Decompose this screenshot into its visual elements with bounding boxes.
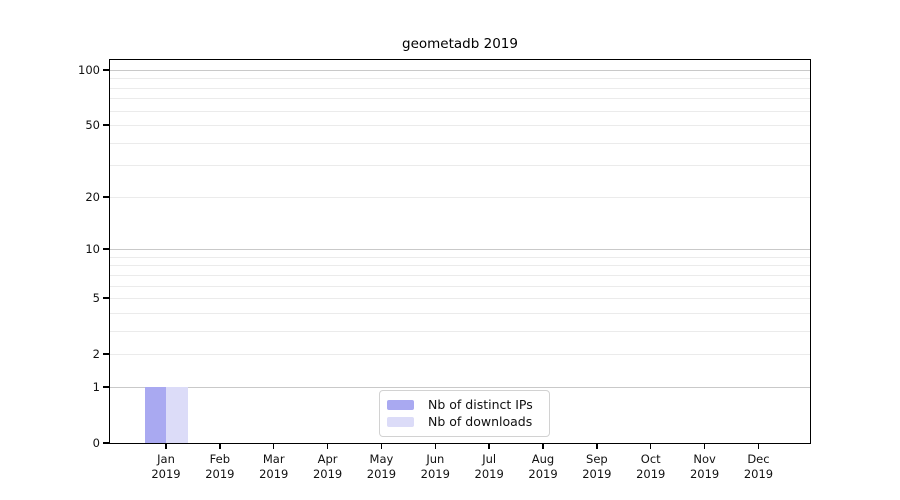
gridline-minor: [110, 265, 810, 267]
x-tick-mark: [165, 444, 167, 449]
x-tick-label-line: 2019: [528, 467, 558, 481]
x-tick-mark: [326, 444, 329, 449]
bar-nb-of-distinct-ips-jan-2019: [144, 386, 166, 443]
gridline-minor: [110, 142, 810, 144]
x-tick-label: Jun 2019: [400, 452, 470, 482]
x-tick-label: Jul 2019: [454, 452, 524, 482]
x-tick-label-line: Jan: [157, 452, 175, 466]
x-tick-label-line: Sep: [586, 452, 608, 466]
x-tick-mark: [542, 444, 544, 449]
x-tick-label-line: 2019: [636, 467, 666, 481]
legend-item-distinct-ips: Nb of distinct IPs: [387, 396, 549, 413]
x-tick-label: Jan 2019: [131, 452, 201, 482]
legend-swatch-distinct-ips: [387, 399, 414, 410]
gridline-major: [110, 249, 810, 251]
x-tick-label-line: Feb: [209, 452, 231, 466]
x-tick-label: Sep 2019: [562, 452, 632, 482]
y-tick-mark: [103, 297, 109, 299]
x-tick-label-line: 2019: [582, 467, 612, 481]
x-tick-label-line: 2019: [259, 467, 289, 481]
y-tick-mark: [103, 248, 109, 250]
x-tick-mark: [219, 444, 221, 449]
gridline-minor: [110, 285, 810, 287]
gridline-minor: [110, 196, 810, 198]
legend-swatch-downloads: [387, 416, 414, 427]
y-tick-label: 100: [78, 62, 100, 77]
gridline-minor: [110, 312, 810, 314]
x-tick-mark: [703, 444, 706, 449]
gridline-minor: [110, 125, 810, 127]
x-tick-mark: [434, 444, 437, 449]
x-tick-mark: [272, 444, 275, 449]
chart-title: geometadb 2019: [402, 36, 518, 52]
gridline-minor: [110, 330, 810, 332]
x-tick-label-line: 2019: [151, 467, 181, 481]
gridline-minor: [110, 87, 810, 89]
x-tick-label-line: Apr: [317, 452, 338, 466]
y-tick-mark: [103, 442, 109, 444]
y-tick-mark: [103, 353, 109, 355]
x-tick-label: Oct 2019: [616, 452, 686, 482]
x-tick-label-line: Jun: [426, 452, 445, 466]
legend-label-distinct-ips: Nb of distinct IPs: [428, 397, 533, 412]
gridline-minor: [110, 98, 810, 100]
y-tick-label: 50: [85, 118, 100, 133]
bar-nb-of-downloads-jan-2019: [166, 386, 188, 443]
x-tick-label: May 2019: [346, 452, 416, 482]
gridline-minor: [110, 274, 810, 276]
x-tick-label-line: 2019: [205, 467, 235, 481]
y-tick-mark: [103, 196, 109, 198]
y-tick-label: 2: [92, 347, 100, 362]
x-tick-label: Nov 2019: [670, 452, 740, 482]
x-tick-label-line: 2019: [474, 467, 504, 481]
y-tick-label: 10: [85, 242, 100, 257]
gridline-minor: [110, 165, 810, 167]
x-tick-label-line: Oct: [640, 452, 661, 466]
x-tick-label: Aug 2019: [508, 452, 578, 482]
x-tick-label-line: Dec: [747, 452, 770, 466]
x-tick-mark: [649, 444, 652, 449]
x-tick-label: Apr 2019: [293, 452, 363, 482]
x-tick-label: Mar 2019: [239, 452, 309, 482]
y-tick-mark: [103, 386, 109, 388]
x-tick-label-line: 2019: [312, 467, 343, 481]
y-tick-mark: [103, 69, 109, 71]
gridline-minor: [110, 78, 810, 80]
x-tick-label: Feb 2019: [185, 452, 255, 482]
gridline-minor: [110, 298, 810, 300]
y-tick-label: 20: [85, 189, 100, 204]
legend: Nb of distinct IPs Nb of downloads: [379, 390, 550, 437]
gridline-minor: [110, 110, 810, 112]
x-tick-mark: [488, 444, 490, 449]
x-tick-mark: [596, 444, 598, 449]
x-tick-label: Dec 2019: [723, 452, 793, 482]
x-tick-label-line: May: [369, 452, 394, 466]
x-tick-label-line: 2019: [743, 467, 774, 481]
y-tick-label: 1: [92, 379, 100, 394]
x-tick-label-line: Jul: [482, 452, 497, 466]
y-tick-mark: [103, 124, 109, 126]
gridline-major: [110, 69, 810, 71]
legend-label-downloads: Nb of downloads: [428, 414, 533, 429]
x-tick-mark: [380, 444, 383, 449]
x-tick-label-line: Mar: [262, 452, 285, 466]
x-tick-label-line: Aug: [531, 452, 555, 466]
y-tick-label: 5: [92, 291, 100, 306]
legend-item-downloads: Nb of downloads: [387, 413, 549, 430]
plot-area: Nb of distinct IPs Nb of downloads: [109, 59, 811, 444]
gridline-major: [110, 386, 810, 388]
x-tick-mark: [757, 444, 760, 449]
plot-inner: [110, 60, 810, 443]
x-tick-label-line: 2019: [420, 467, 450, 481]
gridline-minor: [110, 256, 810, 258]
x-tick-label-line: Nov: [693, 452, 716, 466]
y-tick-label: 0: [92, 436, 100, 450]
gridline-minor: [110, 354, 810, 356]
x-tick-label-line: 2019: [366, 467, 397, 481]
x-tick-label-line: 2019: [689, 467, 720, 481]
